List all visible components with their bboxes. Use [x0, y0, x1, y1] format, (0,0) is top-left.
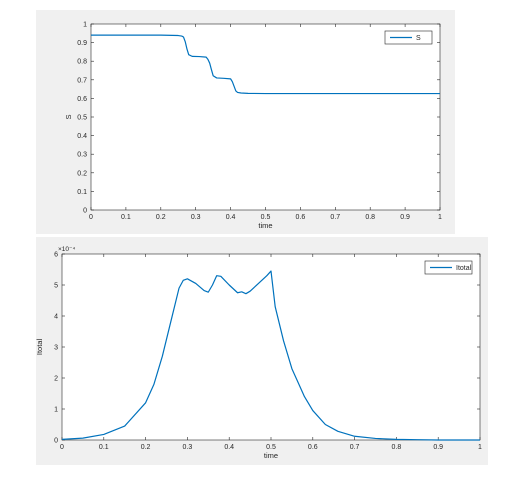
plot-area: [61, 253, 481, 441]
y-tick-label: 0.7: [77, 77, 87, 84]
y-tick-label: 0: [54, 438, 58, 445]
x-tick-label: 0: [89, 214, 93, 221]
y-tick-label: 0.1: [77, 189, 87, 196]
x-tick-label: 0.6: [308, 444, 318, 451]
x-tick-label: 0.5: [261, 214, 271, 221]
y-tick-label: 1: [83, 22, 87, 29]
y-tick-label: 6: [54, 252, 58, 259]
s-vs-time-chart: 0 0.1 0.2 0.3 0.4 0.5 0.6 0.7 0.8 0.9 1 0 0.1 0.2 0.3 0…: [64, 22, 442, 231]
y-tick-label: 3: [54, 345, 58, 352]
x-tick-label: 0: [60, 444, 64, 451]
y-tick-label: 0.6: [77, 96, 87, 103]
legend-label: Itotal: [456, 265, 472, 272]
x-tick-label: 0.5: [266, 444, 276, 451]
x-tick-label: 0.1: [99, 444, 109, 451]
x-tick-label: 0.3: [191, 214, 201, 221]
x-axis-label: time: [258, 221, 272, 230]
y-tick-label: 4: [54, 314, 58, 321]
x-tick-label: 0.4: [224, 444, 234, 451]
y-tick-label: 0.5: [77, 115, 87, 122]
x-tick-label: 0.7: [330, 214, 340, 221]
x-tick-label: 1: [438, 214, 442, 221]
y-axis-label: S: [64, 114, 73, 119]
x-tick-label: 0.3: [183, 444, 193, 451]
y-axis-label: Itotal: [35, 339, 44, 356]
y-tick-label: 0.8: [77, 59, 87, 66]
x-tick-label: 0.4: [226, 214, 236, 221]
x-tick-label: 1: [478, 444, 482, 451]
y-tick-label: 0.3: [77, 152, 87, 159]
plot-area: [90, 23, 441, 211]
y-tick-label: 0.9: [77, 40, 87, 47]
series-line-s: [91, 34, 440, 95]
y-tick-label: 2: [54, 376, 58, 383]
x-axis-label: time: [264, 451, 278, 460]
y-exponent-label: ×10⁻⁴: [58, 246, 75, 253]
y-tick-label: 5: [54, 283, 58, 290]
x-tick-label: 0.1: [121, 214, 131, 221]
legend-label: S: [416, 35, 421, 42]
x-tick-label: 0.2: [141, 444, 151, 451]
x-tick-label: 0.8: [365, 214, 375, 221]
y-tick-label: 1: [54, 407, 58, 414]
x-tick-label: 0.6: [296, 214, 306, 221]
y-tick-label: 0: [83, 208, 87, 215]
chart-panel-top: 0 0.1 0.2 0.3 0.4 0.5 0.6 0.7 0.8 0.9 1 0 0.1 0.2 0.3 0…: [36, 10, 455, 234]
y-tick-label: 0.4: [77, 133, 87, 140]
x-tick-label: 0.8: [392, 444, 402, 451]
itotal-vs-time-chart: 0 0.1 0.2 0.3 0.4 0.5 0.6 0.7 0.8 0.9 1 0 1 2 3 4 5 6 time…: [35, 246, 482, 460]
chart-panel-bottom: 0 0.1 0.2 0.3 0.4 0.5 0.6 0.7 0.8 0.9 1 0 1 2 3 4 5 6 time…: [35, 237, 488, 465]
x-tick-label: 0.7: [350, 444, 360, 451]
x-tick-label: 0.9: [433, 444, 443, 451]
x-tick-label: 0.9: [400, 214, 410, 221]
x-tick-label: 0.2: [156, 214, 166, 221]
series-line-itotal: [61, 270, 480, 441]
y-tick-label: 0.2: [77, 170, 87, 177]
